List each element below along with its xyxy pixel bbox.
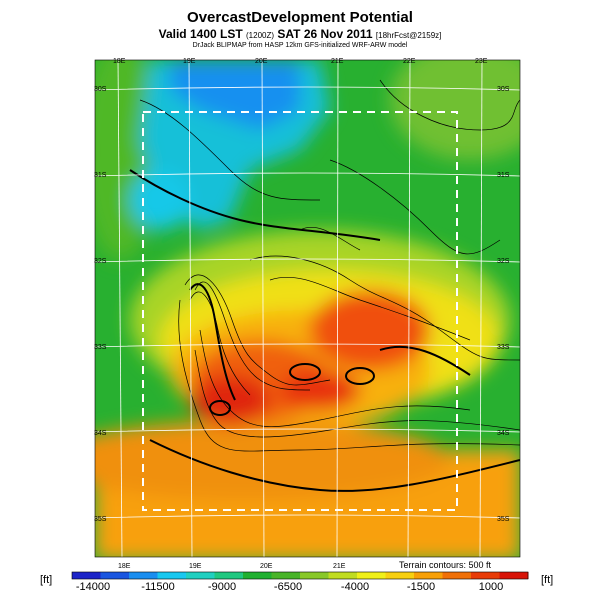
terrain-note: Terrain contours: 500 ft bbox=[399, 560, 492, 570]
colorbar-label: -1500 bbox=[406, 581, 436, 593]
colorbar-swatch bbox=[72, 572, 101, 579]
lat-label-right: 31S bbox=[497, 172, 510, 179]
colorbar-swatch bbox=[157, 572, 187, 579]
lat-label-right: 30S bbox=[497, 86, 510, 93]
lat-label-left: 34S bbox=[94, 430, 107, 437]
lat-label-left: 33S bbox=[94, 344, 107, 351]
colorbar-label: -6500 bbox=[273, 581, 303, 593]
model-credits: DrJack BLIPMAP from HASP 12km GFS-initia… bbox=[192, 42, 408, 49]
lon-label-bottom: 18E bbox=[118, 563, 131, 570]
colorbar-label: -14000 bbox=[75, 581, 111, 593]
colorbar-swatch bbox=[471, 572, 500, 579]
colorbar-swatch bbox=[214, 572, 244, 579]
valid-time: Valid 1400 LST bbox=[158, 27, 243, 41]
colorbar-swatch bbox=[414, 572, 443, 579]
bold-contours bbox=[129, 169, 520, 492]
field-layer bbox=[95, 60, 520, 557]
colorbar-swatch bbox=[243, 572, 272, 579]
colorbar-swatch bbox=[129, 572, 158, 579]
lon-label-bottom: 21E bbox=[333, 563, 346, 570]
chart-title: OvercastDevelopment Potential bbox=[187, 9, 413, 26]
valid-date: SAT 26 Nov 2011 bbox=[277, 27, 373, 41]
colorbar-label: -9000 bbox=[207, 581, 237, 593]
lat-label-left: 30S bbox=[94, 86, 107, 93]
lon-label-top: 21E bbox=[331, 58, 344, 65]
terrain-contours bbox=[139, 79, 520, 452]
colorbar-swatch bbox=[328, 572, 358, 579]
colorbar-label: -4000 bbox=[340, 581, 370, 593]
colorbar-swatch bbox=[357, 572, 386, 579]
lat-label-right: 34S bbox=[497, 430, 510, 437]
colorbar-swatch bbox=[271, 572, 301, 579]
lon-label-top: 18E bbox=[113, 58, 126, 65]
colorbar-swatch bbox=[100, 572, 130, 579]
colorbar-swatch bbox=[186, 572, 215, 579]
lat-label-right: 35S bbox=[497, 516, 510, 523]
colorbar-swatch bbox=[442, 572, 472, 579]
forecast-info: [18hrFcst@2159z] bbox=[375, 31, 442, 40]
colorbar-swatch bbox=[385, 572, 415, 579]
lat-label-left: 32S bbox=[94, 258, 107, 265]
lat-label-right: 32S bbox=[497, 258, 510, 265]
lat-label-right: 33S bbox=[497, 344, 510, 351]
colorbar-swatch bbox=[499, 572, 529, 579]
utc-time: (1200Z) bbox=[246, 31, 275, 40]
lon-label-bottom: 20E bbox=[260, 563, 273, 570]
lon-label-top: 20E bbox=[255, 58, 268, 65]
domain-box bbox=[142, 111, 458, 511]
lon-label-top: 19E bbox=[183, 58, 196, 65]
colorbar bbox=[71, 571, 529, 580]
lon-label-bottom: 19E bbox=[189, 563, 202, 570]
unit-right: [ft] bbox=[541, 574, 554, 586]
lat-label-left: 35S bbox=[94, 516, 107, 523]
colorbar-label: -11500 bbox=[141, 581, 175, 593]
chart-subtitle: Valid 1400 LST (1200Z) SAT 26 Nov 2011 [… bbox=[0, 27, 600, 41]
unit-left: [ft] bbox=[40, 574, 53, 586]
colorbar-label: 1000 bbox=[478, 581, 504, 593]
colorbar-swatch bbox=[300, 572, 329, 579]
grid-labels: 18E 19E 20E 21E 22E 23E 18E 19E 20E 21E 30S 31S 32S 3… bbox=[94, 58, 510, 570]
lat-lon-grid bbox=[94, 59, 521, 558]
lat-label-left: 31S bbox=[94, 172, 107, 179]
lon-label-top: 22E bbox=[403, 58, 416, 65]
lon-label-top: 23E bbox=[475, 58, 488, 65]
